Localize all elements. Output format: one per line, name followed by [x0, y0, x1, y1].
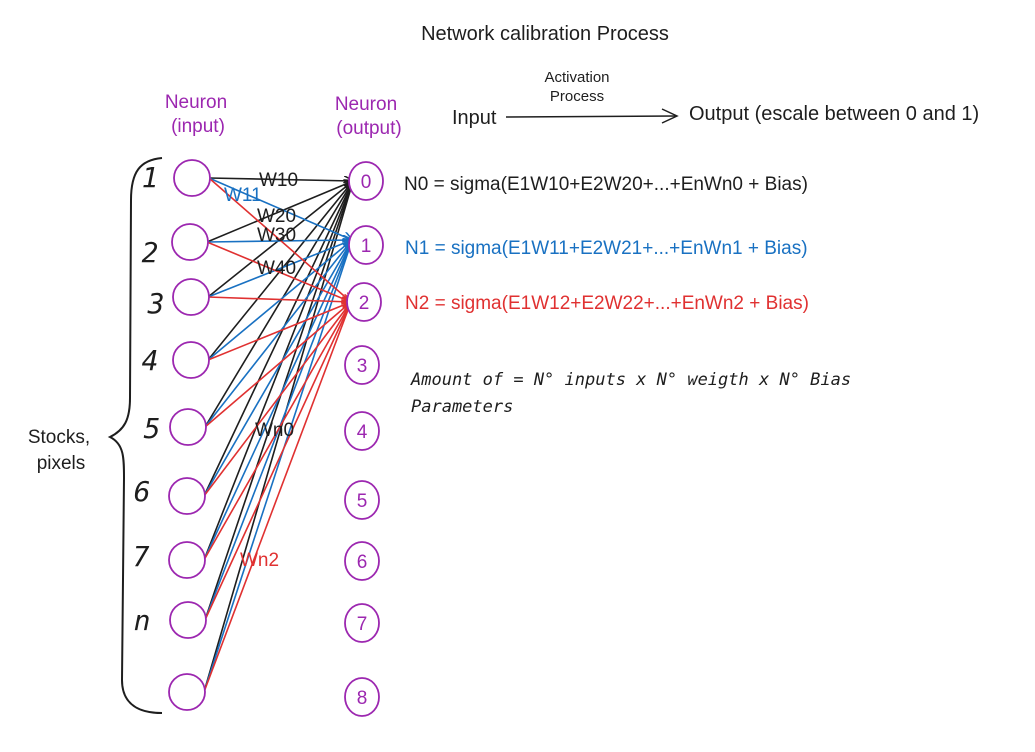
- output-neuron-6: [344, 541, 380, 581]
- output-neuron-label-2: 2: [359, 293, 370, 314]
- connection-blue-3: [207, 240, 352, 298]
- input-header-line2: (input): [171, 116, 225, 137]
- output-neuron-label-1: 1: [361, 236, 372, 257]
- connection-red-1: [208, 177, 351, 302]
- activation-arrowhead: [661, 108, 679, 124]
- output-neuron-2: [346, 282, 382, 322]
- output-neuron-7: [344, 603, 380, 643]
- connection-black-9: [203, 181, 353, 693]
- connection-black-2: [206, 181, 353, 243]
- input-label: Input: [452, 107, 497, 129]
- input-index-6: 6: [134, 475, 151, 508]
- input-neuron-2: [171, 223, 209, 261]
- output-neuron-5: [344, 480, 380, 520]
- connection-blue-6: [203, 240, 352, 497]
- connection-red-4: [207, 302, 351, 361]
- diagram-title: Network calibration Process: [421, 23, 669, 45]
- input-index-2: 2: [142, 236, 159, 269]
- output-neuron-1: [348, 225, 384, 265]
- output-neuron-label-8: 8: [357, 688, 368, 709]
- connection-blue-9: [203, 240, 352, 693]
- connection-black-7: [203, 181, 353, 561]
- input-index-3: 3: [147, 287, 165, 320]
- input-neuron-3: [172, 278, 210, 316]
- amount-note-line2: Parameters: [411, 397, 513, 417]
- output-neuron-label-0: 0: [361, 172, 372, 193]
- input-neuron-1: [173, 159, 211, 197]
- formula-n0: N0 = sigma(E1W10+E2W20+...+EnWn0 + Bias): [404, 174, 808, 195]
- weight-label-w30: W30: [257, 225, 296, 246]
- input-neuron-7: [168, 541, 206, 579]
- input-index-5: 5: [144, 412, 161, 445]
- amount-note-line1: Amount of = N° inputs x N° weigth x N° B…: [410, 370, 851, 390]
- output-neuron-label-4: 4: [357, 422, 368, 443]
- connection-red-5: [204, 302, 351, 428]
- side-label-line1: Stocks,: [28, 427, 90, 448]
- connection-red-6: [203, 302, 351, 497]
- output-neuron-label-7: 7: [357, 614, 368, 635]
- formula-n1: N1 = sigma(E1W11+E2W21+...+EnWn1 + Bias): [405, 238, 808, 259]
- connection-blue-2: [206, 240, 352, 242]
- input-neurons: [168, 159, 211, 711]
- input-neuron-8: [169, 601, 207, 639]
- weight-label-wn2: Wn2: [240, 550, 279, 571]
- input-index-1: 1: [142, 161, 159, 194]
- input-neuron-6: [168, 477, 206, 515]
- input-indices: 1 2 3 4 5 6 7 n: [133, 161, 165, 637]
- output-header-line1: Neuron: [335, 94, 397, 115]
- output-neuron-label-5: 5: [357, 491, 368, 512]
- output-neuron-4: [344, 411, 380, 451]
- connection-black-4: [207, 181, 353, 361]
- connection-blue-1: [208, 177, 352, 240]
- connection-red-2: [206, 241, 351, 302]
- input-header-line1: Neuron: [165, 92, 227, 113]
- input-index-8: n: [134, 604, 151, 637]
- connections: [203, 177, 353, 693]
- formula-n2: N2 = sigma(E1W12+E2W22+...+EnWn2 + Bias): [405, 293, 809, 314]
- connection-black-1: [208, 178, 353, 181]
- input-neuron-4: [172, 341, 210, 379]
- output-neuron-label-6: 6: [357, 552, 368, 573]
- output-neuron-label-3: 3: [357, 356, 368, 377]
- output-header-line2: (output): [336, 118, 401, 139]
- connection-red-3: [207, 296, 351, 302]
- output-neuron-0: [348, 161, 384, 201]
- input-neuron-9: [168, 673, 206, 711]
- output-neuron-8: [344, 677, 380, 717]
- connection-black-3: [207, 181, 353, 298]
- connection-red-9: [203, 302, 351, 693]
- output-neuron-3: [344, 345, 380, 385]
- connection-blue-5: [204, 240, 352, 428]
- grouping-brace: [107, 157, 163, 714]
- connection-black-5: [204, 181, 353, 428]
- connection-blue-7: [203, 240, 352, 561]
- weight-label-w20: W20: [257, 206, 296, 227]
- weight-label-w11: W11: [224, 185, 262, 206]
- connection-black-8: [204, 181, 353, 621]
- output-label: Output (escale between 0 and 1): [689, 103, 979, 125]
- input-neuron-5: [169, 408, 207, 446]
- activation-arrow-line: [505, 115, 677, 118]
- weight-label-w40: W40: [257, 258, 296, 279]
- weight-label-w10: W10: [259, 170, 298, 191]
- activation-label-line2: Process: [550, 88, 604, 105]
- activation-label-line1: Activation: [544, 69, 609, 86]
- connection-red-8: [204, 302, 351, 621]
- connection-black-6: [203, 181, 353, 497]
- weight-label-wn0: Wn0: [255, 420, 294, 441]
- input-index-7: 7: [133, 540, 150, 573]
- output-neurons: 0 1 2 3 4 5 6 7 8: [344, 161, 384, 717]
- connection-red-7: [203, 302, 351, 561]
- input-index-4: 4: [142, 344, 159, 377]
- side-label-line2: pixels: [37, 453, 86, 474]
